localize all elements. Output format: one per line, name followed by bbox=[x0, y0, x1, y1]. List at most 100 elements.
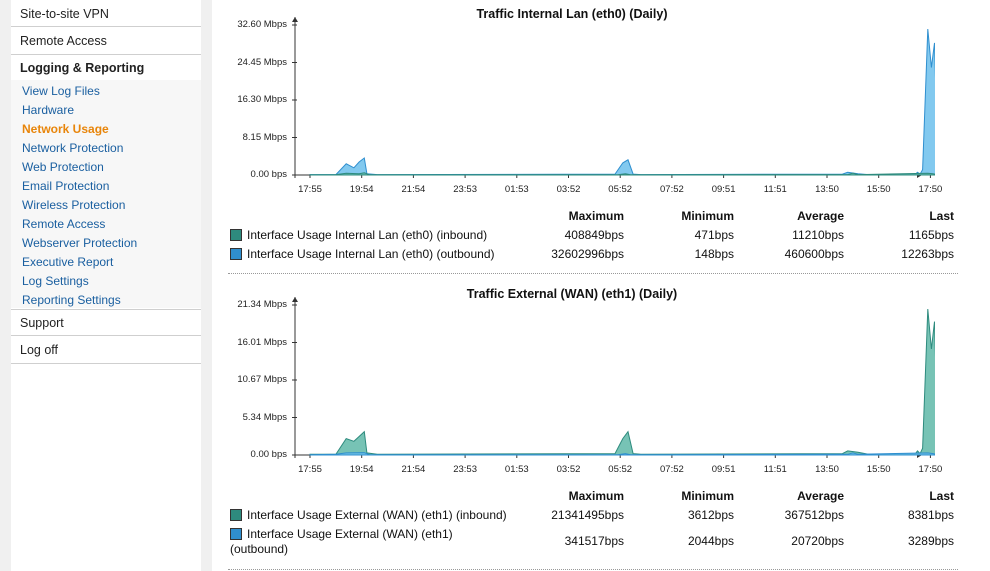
sidebar-subitem-email-protection[interactable]: Email Protection bbox=[22, 179, 110, 193]
sidebar-divider bbox=[11, 363, 201, 364]
y-tick-label: 0.00 bps bbox=[250, 449, 287, 460]
x-tick-label: 23:53 bbox=[453, 464, 477, 475]
x-tick-label: 19:54 bbox=[349, 464, 374, 475]
table-header-minimum: Minimum bbox=[681, 489, 734, 503]
x-tick-label: 17:55 bbox=[298, 464, 322, 475]
sidebar-subitem-network-usage[interactable]: Network Usage bbox=[22, 122, 109, 136]
sidebar-submenu bbox=[11, 80, 201, 308]
x-tick-label: 05:52 bbox=[608, 464, 633, 475]
series-area-outbound bbox=[309, 28, 935, 176]
table-header-maximum: Maximum bbox=[568, 489, 624, 503]
sidebar-item-remote-access[interactable]: Remote Access bbox=[20, 34, 107, 48]
sidebar-subitem-log-settings[interactable]: Log Settings bbox=[22, 274, 89, 288]
sidebar-subitem-reporting-settings[interactable]: Reporting Settings bbox=[22, 293, 121, 307]
series-area-inbound bbox=[309, 308, 935, 456]
y-tick-label: 16.01 Mbps bbox=[237, 336, 287, 348]
x-tick-label: 05:52 bbox=[608, 184, 633, 195]
y-tick-label: 21.34 Mbps bbox=[237, 299, 287, 310]
x-tick-label: 13:50 bbox=[815, 184, 839, 195]
sidebar-divider bbox=[11, 26, 201, 27]
sidebar-item-log-off[interactable]: Log off bbox=[20, 343, 59, 357]
legend-label: Interface Usage External (WAN) (eth1) bbox=[247, 527, 453, 541]
table-cell-last: 1165bps bbox=[908, 228, 954, 242]
section-divider bbox=[228, 273, 958, 274]
chart-plot-area bbox=[292, 17, 935, 178]
table-cell-last: 12263bps bbox=[901, 247, 954, 261]
x-tick-label: 09:51 bbox=[711, 184, 736, 195]
chart-title: Traffic External (WAN) (eth1) (Daily) bbox=[466, 287, 678, 301]
x-tick-label: 21:54 bbox=[401, 184, 426, 195]
legend-swatch bbox=[230, 509, 242, 521]
table-header-minimum: Minimum bbox=[681, 209, 734, 223]
y-tick-label: 32.60 Mbps bbox=[237, 19, 287, 30]
x-tick-label: 07:52 bbox=[660, 184, 684, 195]
x-tick-label: 19:54 bbox=[349, 184, 374, 195]
sidebar-subitem-network-protection[interactable]: Network Protection bbox=[22, 141, 124, 155]
y-tick-label: 5.34 Mbps bbox=[242, 411, 287, 423]
table-cell-maximum: 341517bps bbox=[564, 534, 624, 548]
series-area-outbound bbox=[309, 452, 935, 456]
chart-plot-area bbox=[292, 297, 935, 458]
sidebar-divider bbox=[11, 335, 201, 336]
x-tick-label: 21:54 bbox=[401, 464, 426, 475]
sidebar-subitem-webserver-protection[interactable]: Webserver Protection bbox=[22, 236, 138, 250]
y-tick-label: 0.00 bps bbox=[250, 169, 287, 180]
x-tick-label: 17:50 bbox=[918, 464, 943, 475]
sidebar-subitem-remote-access[interactable]: Remote Access bbox=[22, 217, 106, 231]
sidebar-divider bbox=[11, 309, 201, 310]
x-tick-label: 15:50 bbox=[866, 184, 891, 195]
legend-label-cont: (outbound) bbox=[230, 542, 289, 556]
table-header-maximum: Maximum bbox=[568, 209, 624, 223]
sidebar-item-site-to-site-vpn[interactable]: Site-to-site VPN bbox=[20, 7, 109, 21]
y-axis-arrow bbox=[292, 297, 298, 302]
sidebar-panel: Site-to-site VPN Remote Access Logging &… bbox=[11, 0, 201, 571]
table-cell-minimum: 471bps bbox=[694, 228, 734, 242]
x-tick-label: 03:52 bbox=[556, 184, 581, 195]
x-tick-label: 07:52 bbox=[660, 464, 684, 475]
table-cell-maximum: 21341495bps bbox=[551, 508, 624, 522]
table-cell-average: 367512bps bbox=[784, 508, 844, 522]
table-cell-maximum: 32602996bps bbox=[551, 247, 624, 261]
table-header-average: Average bbox=[797, 209, 844, 223]
y-tick-label: 16.30 Mbps bbox=[237, 94, 287, 105]
sidebar-divider bbox=[11, 54, 201, 55]
table-cell-last: 3289bps bbox=[907, 534, 954, 548]
table-cell-last: 8381bps bbox=[907, 508, 954, 522]
x-tick-label: 09:51 bbox=[711, 464, 736, 475]
y-axis-arrow bbox=[292, 17, 298, 22]
table-cell-minimum: 3612bps bbox=[687, 508, 734, 522]
sidebar-section-logging-reporting[interactable]: Logging & Reporting bbox=[20, 61, 145, 75]
legend-label: Interface Usage Internal Lan (eth0) (inb… bbox=[247, 228, 488, 242]
legend-swatch bbox=[230, 229, 242, 241]
y-tick-label: 10.67 Mbps bbox=[237, 374, 287, 385]
sidebar-item-support[interactable]: Support bbox=[20, 316, 64, 330]
x-tick-label: 17:50 bbox=[918, 184, 943, 195]
table-cell-maximum: 408849bps bbox=[564, 228, 624, 242]
x-tick-label: 13:50 bbox=[815, 464, 839, 475]
table-header-last: Last bbox=[929, 489, 954, 503]
table-cell-minimum: 148bps bbox=[694, 247, 734, 261]
legend-label: Interface Usage External (WAN) (eth1) (i… bbox=[247, 508, 507, 522]
section-divider bbox=[228, 569, 958, 570]
sidebar-subitem-wireless-protection[interactable]: Wireless Protection bbox=[22, 198, 126, 212]
series-area-inbound bbox=[309, 172, 935, 176]
legend-swatch bbox=[230, 248, 242, 260]
sidebar-subitem-executive-report[interactable]: Executive Report bbox=[22, 255, 114, 269]
chart-title: Traffic Internal Lan (eth0) (Daily) bbox=[476, 7, 668, 21]
x-tick-label: 11:51 bbox=[763, 464, 787, 475]
legend-swatch bbox=[230, 528, 242, 540]
x-tick-label: 03:52 bbox=[556, 464, 581, 475]
x-tick-label: 23:53 bbox=[453, 184, 477, 195]
table-cell-average: 11210bps bbox=[792, 228, 844, 242]
sidebar: Site-to-site VPN Remote Access Logging &… bbox=[0, 0, 212, 571]
x-tick-label: 01:53 bbox=[504, 464, 529, 475]
y-tick-label: 24.45 Mbps bbox=[237, 56, 287, 68]
sidebar-subitem-web-protection[interactable]: Web Protection bbox=[22, 160, 104, 174]
table-header-last: Last bbox=[929, 209, 954, 223]
table-header-average: Average bbox=[797, 489, 844, 503]
sidebar-subitem-hardware[interactable]: Hardware bbox=[22, 103, 75, 117]
sidebar-subitem-view-log-files[interactable]: View Log Files bbox=[22, 84, 100, 98]
y-tick-label: 8.15 Mbps bbox=[242, 131, 287, 143]
x-tick-label: 15:50 bbox=[866, 464, 891, 475]
x-tick-label: 11:51 bbox=[763, 184, 787, 195]
